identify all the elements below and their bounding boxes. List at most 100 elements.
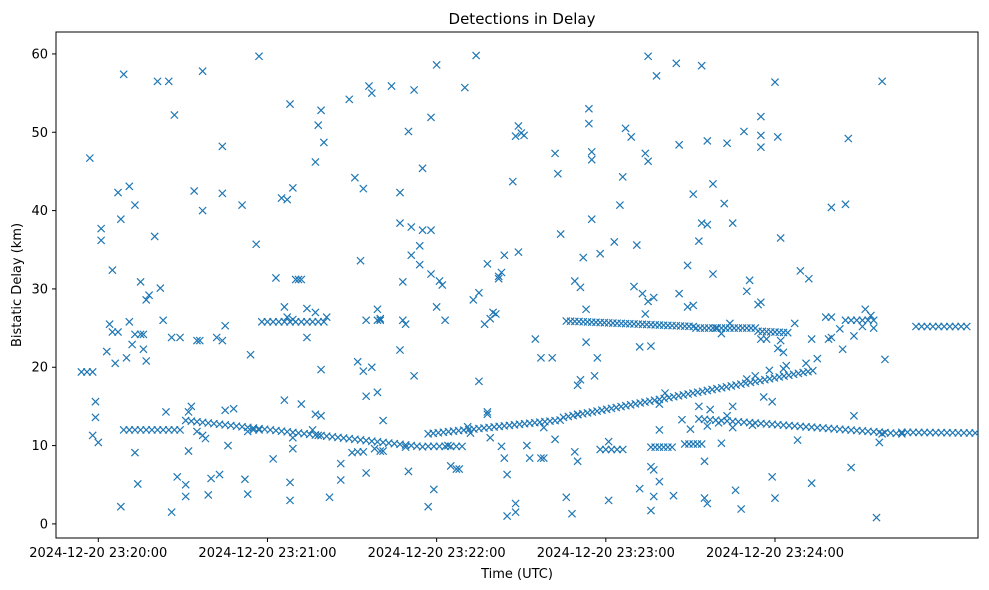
data-point-x-marker [779, 372, 789, 381]
data-point-x-marker [536, 454, 545, 463]
data-point-x-marker [756, 376, 765, 385]
data-point-x-marker [602, 405, 611, 414]
data-point-x-marker [655, 477, 664, 486]
data-point-x-marker [722, 382, 731, 391]
data-point-x-marker [190, 186, 199, 196]
data-point-x-marker [703, 220, 712, 229]
data-point-x-marker [269, 454, 278, 463]
data-point-x-marker [559, 413, 568, 422]
data-point-x-marker [238, 201, 247, 210]
data-point-x-marker [660, 394, 669, 403]
data-point-x-marker [359, 367, 368, 376]
data-point-x-marker [664, 393, 673, 402]
data-point-x-marker [136, 330, 145, 339]
data-point-x-marker [808, 366, 817, 375]
data-point-x-marker [636, 398, 645, 408]
data-point-x-marker [184, 407, 193, 416]
data-point-x-marker [717, 383, 726, 392]
data-point-x-marker [703, 136, 712, 145]
data-point-x-marker [164, 77, 173, 86]
data-point-x-marker [646, 506, 655, 515]
data-point-x-marker [604, 437, 613, 446]
data-point-x-marker [367, 89, 376, 98]
data-point-x-marker [689, 190, 698, 199]
data-point-x-marker [703, 386, 712, 395]
data-point-x-marker [387, 82, 396, 91]
y-tick-label: 40 [31, 204, 48, 219]
data-point-x-marker [569, 411, 578, 420]
data-point-x-marker [145, 291, 154, 300]
data-point-x-marker [732, 381, 741, 390]
data-point-x-marker [878, 77, 887, 86]
data-point-x-marker [94, 438, 103, 447]
data-point-x-marker [762, 335, 771, 344]
data-point-x-marker [167, 333, 176, 342]
data-point-x-marker [756, 143, 765, 152]
data-point-x-marker [593, 353, 602, 362]
data-point-x-marker [108, 266, 117, 275]
data-point-x-marker [703, 421, 712, 431]
data-point-x-marker [114, 188, 123, 197]
data-point-x-marker [474, 288, 483, 297]
data-point-x-marker [536, 353, 545, 362]
data-point-x-marker [218, 189, 227, 198]
data-point-x-marker [872, 513, 881, 522]
data-point-x-marker [621, 401, 630, 410]
data-point-x-marker [114, 327, 123, 337]
data-point-x-marker [359, 184, 368, 193]
data-point-x-marker [688, 389, 697, 398]
data-point-x-marker [362, 392, 371, 401]
data-point-x-marker [776, 233, 785, 243]
data-point-x-marker [486, 314, 495, 323]
data-point-x-marker [221, 406, 230, 415]
data-point-x-marker [280, 396, 289, 405]
data-point-x-marker [627, 132, 636, 141]
data-point-x-marker [294, 275, 303, 284]
data-point-x-marker [751, 377, 760, 386]
data-point-x-marker [125, 182, 134, 191]
data-point-x-marker [708, 270, 717, 279]
data-point-x-marker [285, 478, 295, 487]
data-point-x-marker [201, 434, 210, 443]
data-point-x-marker [629, 282, 639, 291]
data-point-x-marker [88, 431, 97, 440]
y-axis-label: Bistatic Delay (km) [10, 223, 25, 347]
data-point-x-marker [618, 445, 627, 454]
data-point-x-marker [672, 59, 681, 68]
x-axis-label: Time (UTC) [480, 567, 553, 582]
data-point-x-marker [694, 402, 703, 411]
data-point-x-marker [367, 363, 376, 372]
data-point-x-marker [133, 479, 142, 488]
data-point-x-marker [424, 502, 433, 511]
data-point-x-marker [807, 335, 816, 344]
data-point-x-marker [215, 470, 224, 479]
data-point-x-marker [85, 154, 94, 163]
data-point-x-marker [302, 333, 311, 342]
data-point-x-marker [441, 316, 450, 325]
plot-area-frame [55, 31, 979, 539]
data-point-x-marker [443, 441, 452, 450]
y-tick-label: 60 [31, 47, 48, 62]
data-point-x-marker [736, 380, 745, 389]
data-point-x-marker [684, 390, 693, 399]
data-point-x-marker [187, 402, 196, 411]
data-point-x-marker [742, 287, 751, 296]
data-point-x-marker [254, 52, 264, 61]
data-point-x-marker [91, 397, 100, 406]
data-point-x-marker [243, 490, 252, 499]
data-point-x-marker [827, 313, 836, 322]
x-tick-label: 2024-12-20 23:24:00 [706, 546, 844, 561]
data-point-x-marker [336, 476, 345, 485]
data-point-x-marker [271, 273, 280, 282]
data-point-x-marker [317, 106, 326, 115]
data-point-x-marker [195, 336, 204, 345]
data-point-x-marker [522, 441, 531, 450]
data-point-x-marker [404, 467, 413, 476]
data-point-x-marker [768, 472, 777, 481]
data-point-x-marker [746, 378, 755, 387]
data-point-x-marker [641, 149, 650, 158]
data-point-x-marker [567, 509, 577, 518]
data-point-x-marker [708, 179, 717, 188]
data-point-x-marker [283, 195, 292, 204]
data-point-x-marker [731, 486, 740, 495]
